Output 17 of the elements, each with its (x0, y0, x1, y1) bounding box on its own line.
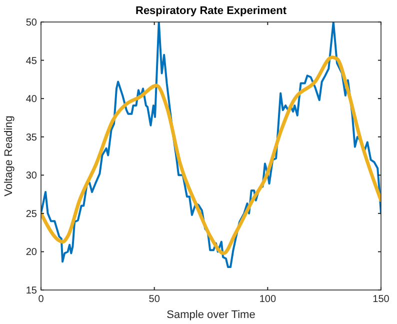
y-tick-label: 15 (26, 286, 38, 296)
y-axis-title: Voltage Reading (3, 116, 15, 196)
x-axis-title: Sample over Time (166, 309, 256, 321)
y-tick-label: 35 (26, 132, 38, 144)
x-tick-label: 150 (372, 294, 390, 305)
y-tick-label: 45 (26, 56, 38, 67)
line-series (41, 55, 381, 255)
chart-title: Respiratory Rate Experiment (136, 5, 287, 17)
y-tick-label: 25 (26, 208, 38, 220)
line-series (41, 22, 381, 268)
y-tick-label: 30 (26, 170, 38, 182)
y-tick-label: 50 (26, 18, 38, 28)
x-tick-label: 0 (38, 294, 44, 305)
x-tick-label: 50 (148, 294, 160, 305)
y-tick-label: 20 (26, 247, 38, 258)
x-tick-label: 100 (259, 294, 276, 305)
y-tick-label: 40 (26, 94, 38, 106)
